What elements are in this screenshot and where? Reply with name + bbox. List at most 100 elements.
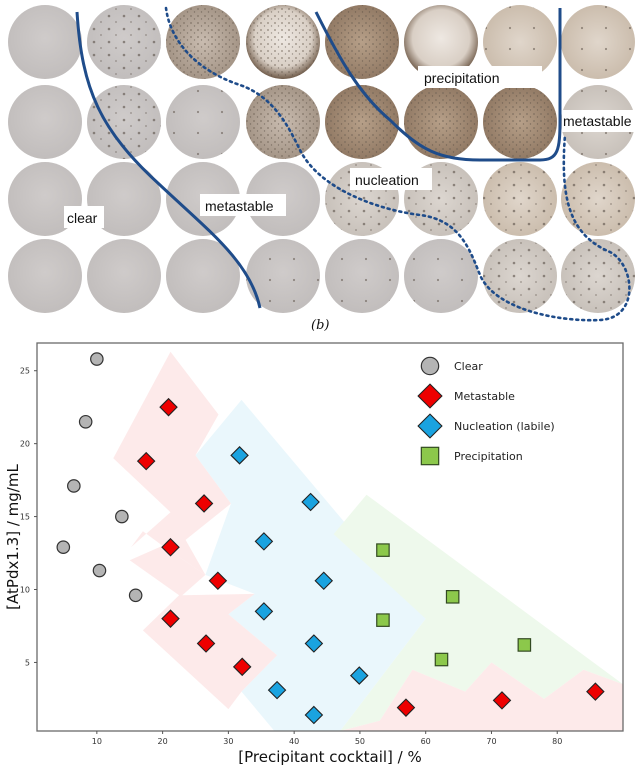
data-point: [232, 657, 252, 677]
x-tick-label: 80: [552, 737, 562, 746]
well-image: [87, 239, 161, 313]
well-image: [404, 5, 478, 79]
legend-entry: Nucleation (labile): [417, 413, 555, 439]
y-axis-label: [AtPdx1.3] / mg/mL: [4, 464, 22, 610]
data-point: [194, 494, 214, 513]
data-point: [492, 691, 512, 710]
well-image: [404, 239, 478, 313]
x-tick-label: 20: [158, 737, 168, 746]
data-point: [376, 543, 390, 557]
data-point: [115, 509, 129, 524]
series-metastable: [136, 397, 605, 717]
data-point: [161, 537, 180, 557]
series-precipitation: [376, 543, 532, 667]
data-point: [56, 540, 71, 555]
well-image: [483, 85, 557, 159]
label-metastable-left-text: metastable: [205, 198, 274, 214]
data-point: [159, 397, 178, 417]
x-axis-ticks: 10 20 30 40 50 60 70 80: [92, 731, 562, 746]
label-precipitation: precipitation: [418, 66, 542, 88]
well-image: [166, 239, 240, 313]
label-metastable-left: metastable: [200, 194, 286, 216]
label-precipitation-text: precipitation: [424, 70, 500, 86]
well-image: [483, 239, 557, 313]
data-point: [254, 602, 274, 621]
data-point: [92, 563, 107, 578]
x-tick-label: 50: [355, 737, 365, 746]
well-image: [325, 5, 399, 79]
label-metastable-right: metastable: [562, 110, 640, 132]
legend-entry: Clear: [420, 356, 483, 376]
data-point: [78, 414, 93, 429]
plot-frame: [36, 342, 624, 732]
y-tick-label: 10: [20, 586, 30, 595]
y-axis-ticks: 5 10 15 20 25: [20, 367, 37, 667]
x-tick-label: 70: [486, 737, 496, 746]
legend-marker: [420, 446, 440, 466]
data-point: [128, 588, 143, 603]
metastable-nucleation-boundary-dotted: [164, 6, 631, 322]
well-image: [166, 85, 240, 159]
label-metastable-right-text: metastable: [563, 113, 632, 129]
data-point: [304, 705, 324, 725]
data-point: [445, 590, 460, 604]
data-point: [136, 451, 156, 471]
data-point: [196, 634, 216, 653]
data-point: [67, 479, 81, 493]
well-image: [87, 85, 161, 159]
well-image: [561, 239, 635, 313]
data-point: [301, 492, 320, 512]
data-point: [396, 698, 416, 717]
y-tick-label: 25: [20, 367, 30, 376]
nucleation-zone: [195, 399, 426, 731]
well-image: [325, 85, 399, 159]
well-image: [483, 5, 557, 79]
precipitation-boundary-line: [314, 8, 562, 162]
data-point: [161, 609, 180, 628]
data-point: [376, 613, 390, 627]
well-image: [246, 239, 320, 313]
data-point: [434, 652, 449, 667]
metastable-zone: [113, 351, 231, 575]
clear-metastable-boundary-line: [75, 11, 262, 309]
well-image: [561, 162, 635, 236]
well-image: [8, 85, 82, 159]
legend-label: Metastable: [454, 390, 515, 403]
well-image: [87, 162, 161, 236]
y-tick-label: 15: [20, 513, 30, 522]
data-point: [267, 680, 287, 700]
legend-marker: [420, 356, 440, 376]
x-tick-label: 10: [92, 737, 102, 746]
metastable-zone-low: [340, 662, 623, 731]
label-clear: clear: [64, 206, 104, 228]
data-point: [208, 571, 228, 591]
well-image: [483, 162, 557, 236]
data-point: [314, 571, 334, 591]
legend-label: Nucleation (labile): [454, 420, 555, 433]
legend-marker: [417, 413, 443, 439]
legend-marker: [417, 383, 443, 409]
legend-label: Precipitation: [454, 450, 523, 463]
phase-diagram-chart: 10 20 30 40 50 60 70 80 5 10 15 20 25 [Precipitant …: [4, 342, 624, 766]
y-tick-label: 20: [20, 440, 30, 449]
precipitation-zone: [333, 494, 623, 731]
well-image: [8, 239, 82, 313]
crystallization-well-photo-panel: precipitation metastable nucleation meta…: [8, 5, 640, 332]
well-image: [8, 162, 82, 236]
x-tick-label: 60: [421, 737, 431, 746]
data-points: [56, 352, 605, 725]
legend-entry: Precipitation: [420, 446, 523, 466]
well-image: [325, 239, 399, 313]
well-grid: [8, 5, 635, 313]
phase-regions: [113, 351, 623, 731]
well-image: [246, 5, 320, 79]
legend-entry: Metastable: [417, 383, 515, 409]
series-clear: [56, 352, 143, 603]
well-image: [404, 85, 478, 159]
data-point: [586, 682, 605, 701]
label-nucleation: nucleation: [350, 168, 432, 190]
well-image: [87, 5, 161, 79]
well-image: [166, 5, 240, 79]
x-tick-label: 40: [289, 737, 299, 746]
series-nucleation-labile: [230, 446, 369, 725]
